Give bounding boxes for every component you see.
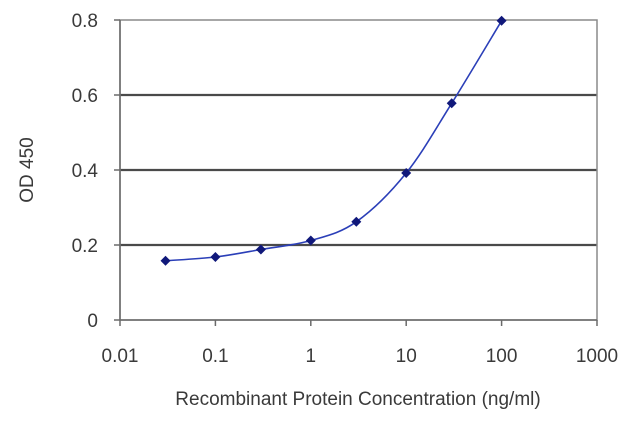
x-tick-label-3: 10	[396, 346, 417, 367]
axes	[114, 19, 598, 326]
data-point-4	[351, 216, 362, 227]
y-tick-label-4: 0.8	[72, 11, 98, 32]
data-point-0	[160, 255, 171, 266]
data-point-1	[210, 252, 221, 262]
x-tick-label-1: 0.1	[202, 346, 228, 367]
y-tick-label-3: 0.6	[72, 86, 98, 107]
series-line	[165, 20, 503, 262]
data-point-2	[255, 244, 266, 255]
data-point-7	[496, 15, 507, 26]
data-point-6	[446, 98, 457, 109]
data-markers	[160, 15, 507, 266]
y-tick-label-1: 0.2	[72, 236, 98, 257]
x-tick-label-0: 0.01	[102, 346, 139, 367]
y-axis-title: OD 450	[17, 137, 38, 202]
y-tick-label-0: 0	[87, 311, 98, 332]
data-point-5	[401, 168, 412, 178]
y-tick-labels: 0 0.2 0.4 0.6 0.8	[72, 11, 99, 332]
x-tick-labels: 0.01 0.1 1 10 100 1000	[102, 346, 619, 367]
x-tick-label-5: 1000	[576, 346, 618, 367]
y-tick-label-2: 0.4	[72, 161, 99, 182]
x-tick-label-2: 1	[306, 346, 317, 367]
x-tick-label-4: 100	[486, 346, 518, 367]
x-axis-title: Recombinant Protein Concentration (ng/ml…	[175, 389, 540, 410]
data-point-3	[305, 235, 316, 246]
gridlines	[120, 93, 597, 247]
